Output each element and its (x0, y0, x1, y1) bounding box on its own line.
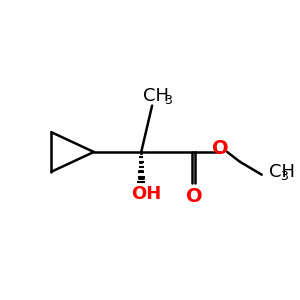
Text: CH: CH (269, 163, 295, 181)
Text: O: O (186, 187, 203, 206)
Text: 3: 3 (280, 170, 288, 183)
Text: CH: CH (143, 87, 169, 105)
Text: OH: OH (131, 185, 161, 203)
Text: 3: 3 (164, 94, 172, 107)
Text: O: O (212, 139, 229, 158)
